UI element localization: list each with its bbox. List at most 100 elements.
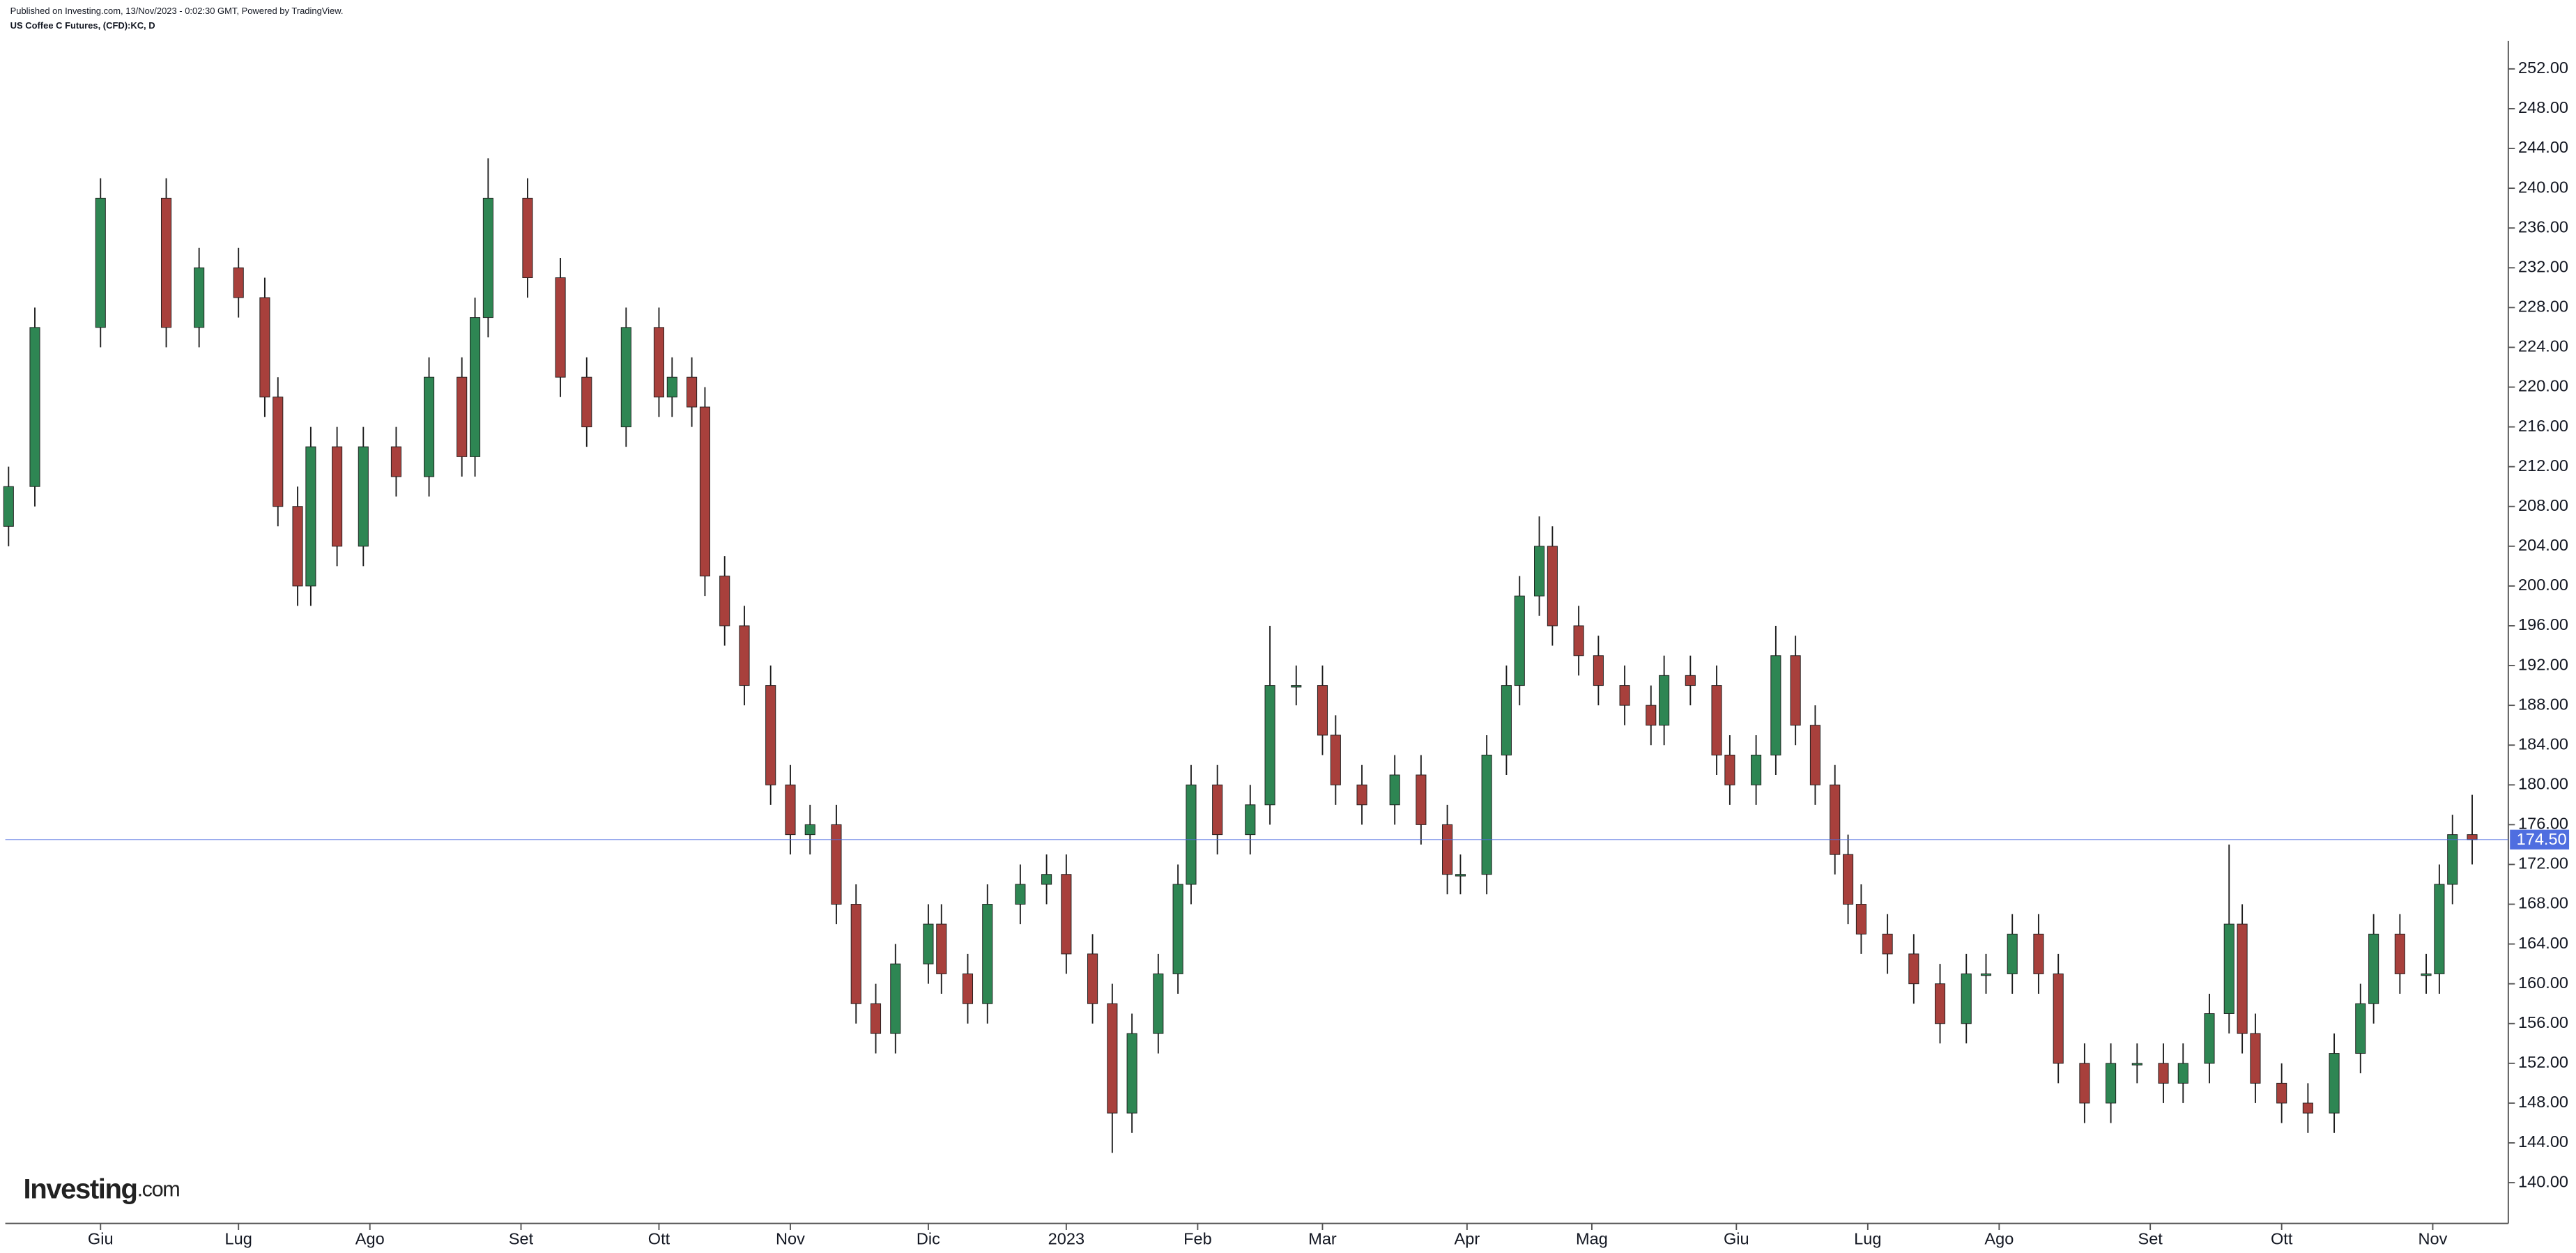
x-tick-label: Ago — [1984, 1229, 2014, 1247]
candle-body — [2394, 933, 2405, 974]
y-tick-label: 224.00 — [2518, 337, 2568, 355]
candle-body — [1514, 595, 1525, 686]
candle-body — [785, 784, 796, 836]
x-tick-label: Set — [509, 1229, 534, 1247]
candle-body — [2007, 933, 2018, 974]
candle-body — [332, 446, 343, 547]
candle-body — [233, 267, 244, 298]
candle-body — [2302, 1102, 2313, 1114]
y-tick-label: 164.00 — [2518, 934, 2568, 952]
y-tick-label: 216.00 — [2518, 417, 2568, 435]
candle-body — [457, 376, 468, 457]
y-tick-label: 204.00 — [2518, 536, 2568, 554]
candle-body — [194, 267, 205, 328]
candle-body — [2447, 834, 2458, 885]
logo-name: Investing — [24, 1174, 137, 1204]
candle-body — [469, 317, 481, 457]
y-tick-label: 176.00 — [2518, 815, 2568, 833]
logo-suffix: .com — [137, 1178, 180, 1201]
candle-body — [1547, 546, 1558, 626]
candle-body — [1501, 685, 1512, 755]
candle-body — [1685, 675, 1696, 686]
candle-body — [390, 446, 401, 477]
candle-body — [358, 446, 369, 547]
candle-body — [522, 197, 533, 279]
candle-body — [1172, 884, 1183, 974]
candle-body — [3, 486, 14, 527]
y-tick-label: 168.00 — [2518, 894, 2568, 912]
y-tick-label: 220.00 — [2518, 377, 2568, 395]
x-tick-label: Mag — [1576, 1229, 1608, 1247]
y-tick-label: 148.00 — [2518, 1093, 2568, 1111]
candle-body — [1245, 804, 1256, 836]
candle-body — [2276, 1082, 2287, 1104]
x-tick-label: Ott — [2271, 1229, 2293, 1247]
x-tick-label: Lug — [225, 1229, 252, 1247]
candle-body — [2368, 933, 2379, 1004]
y-tick-label: 236.00 — [2518, 217, 2568, 236]
candle-body — [1830, 784, 1841, 855]
y-tick-label: 240.00 — [2518, 178, 2568, 196]
candle-body — [1317, 685, 1328, 736]
candle-body — [1711, 685, 1722, 755]
candle-body — [1882, 933, 1893, 955]
y-tick-label: 200.00 — [2518, 576, 2568, 594]
candle-body — [2033, 933, 2044, 974]
candle-body — [259, 297, 270, 398]
candle-body — [739, 625, 750, 686]
candle-body — [555, 277, 566, 378]
candle-body — [2329, 1053, 2340, 1114]
candle-body — [1855, 904, 1866, 935]
candle-body — [804, 824, 815, 836]
candle-body — [2250, 1033, 2261, 1084]
candle-body — [923, 923, 934, 964]
x-tick-label: Feb — [1183, 1229, 1212, 1247]
candle-body — [2467, 834, 2478, 840]
candle-body — [2079, 1063, 2090, 1104]
x-tick-label: Mar — [1308, 1229, 1337, 1247]
candle-body — [870, 1003, 882, 1034]
candle-body — [936, 923, 947, 974]
y-tick-label: 232.00 — [2518, 257, 2568, 275]
candle-body — [1961, 973, 1972, 1024]
candle-body — [1455, 874, 1466, 877]
candle-body — [1291, 685, 1302, 688]
candle-body — [1186, 784, 1197, 885]
candle-body — [1770, 655, 1781, 755]
y-tick-label: 208.00 — [2518, 496, 2568, 514]
x-tick-label: 2023 — [1048, 1229, 1084, 1247]
y-tick-label: 252.00 — [2518, 59, 2568, 77]
y-tick-label: 192.00 — [2518, 655, 2568, 673]
candle-body — [1015, 884, 1026, 905]
candle-body — [1809, 725, 1820, 785]
candle-body — [424, 376, 435, 477]
candle-body — [482, 197, 493, 318]
x-tick-label: Set — [2138, 1229, 2163, 1247]
candle-body — [831, 824, 842, 905]
x-tick-label: Nov — [776, 1229, 805, 1247]
candle-body — [1264, 685, 1275, 806]
x-tick-label: Dic — [917, 1229, 940, 1247]
candle-body — [1790, 655, 1801, 726]
candle-body — [2237, 923, 2248, 1034]
candle-body — [29, 327, 40, 487]
candle-body — [1934, 983, 1946, 1024]
candle-body — [2131, 1063, 2142, 1066]
y-tick-label: 152.00 — [2518, 1053, 2568, 1071]
y-tick-label: 188.00 — [2518, 695, 2568, 713]
candle-body — [1041, 874, 1052, 885]
candle-body — [1356, 784, 1367, 806]
y-tick-label: 184.00 — [2518, 735, 2568, 753]
candle-body — [620, 327, 631, 428]
candle-body — [2223, 923, 2234, 1014]
candle-body — [982, 904, 993, 1004]
y-tick-label: 248.00 — [2518, 98, 2568, 116]
y-tick-label: 180.00 — [2518, 775, 2568, 793]
x-tick-label: Giu — [1724, 1229, 1749, 1247]
candle-body — [1593, 655, 1604, 686]
candle-body — [719, 576, 730, 626]
y-tick-label: 140.00 — [2518, 1172, 2568, 1190]
candle-body — [1481, 755, 1492, 875]
candle-body — [1724, 755, 1735, 785]
